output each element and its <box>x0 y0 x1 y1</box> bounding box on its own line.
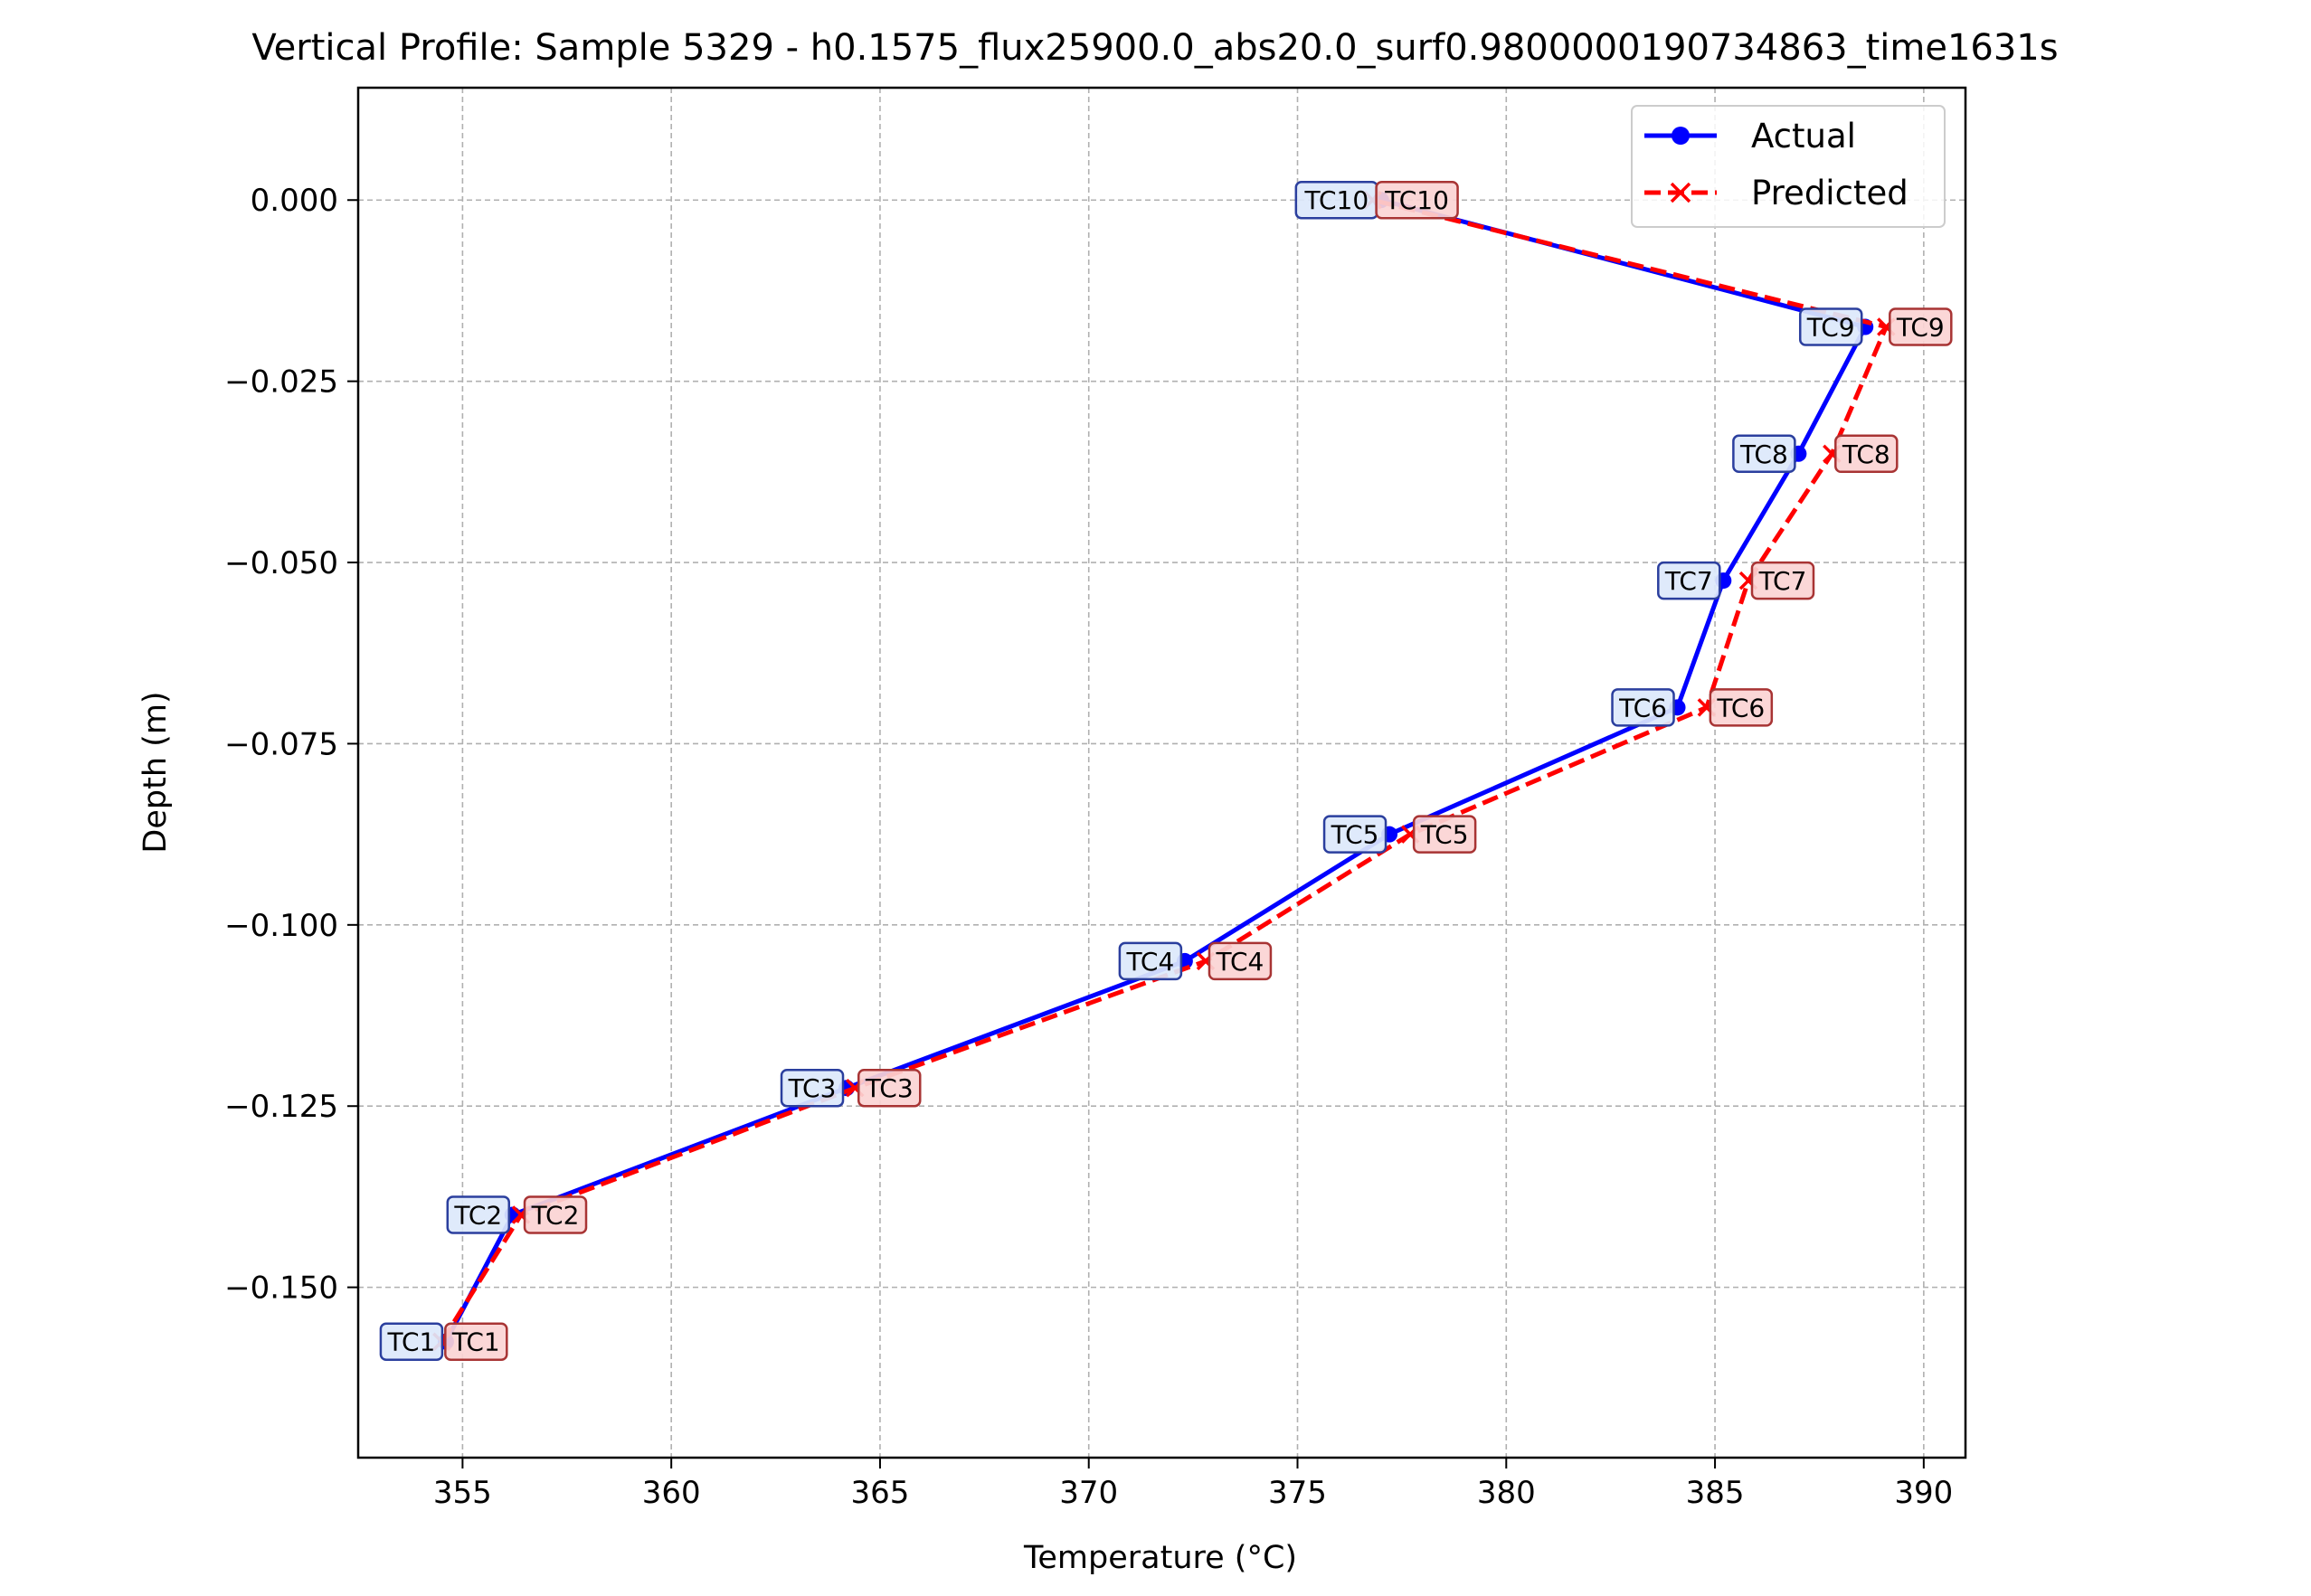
predicted-label-tc9: TC9 <box>1889 307 1953 346</box>
predicted-label-tc10: TC10 <box>1375 180 1459 220</box>
legend-label: Predicted <box>1751 174 1908 212</box>
point-label-box <box>1750 561 1815 600</box>
actual-point-marker <box>1672 127 1690 145</box>
point-label-text: TC5 <box>1331 820 1379 850</box>
predicted-label-tc6: TC6 <box>1709 688 1774 727</box>
point-label-box <box>523 1195 588 1234</box>
x-tick-label: 355 <box>433 1475 492 1511</box>
point-label-box <box>1375 180 1459 220</box>
point-label-text: TC4 <box>1125 947 1174 977</box>
actual-label-tc1: TC1 <box>379 1322 444 1361</box>
point-labels: TC1 TC2 TC3 TC4 TC5 TC6 TC7 TC8 TC9 TC10 TC1 TC2 TC3… <box>379 180 1953 1361</box>
x-tick-label: 380 <box>1477 1475 1536 1511</box>
x-tick-label: 360 <box>642 1475 701 1511</box>
x-tick-label: 370 <box>1059 1475 1118 1511</box>
point-label-box <box>1322 815 1388 854</box>
point-label-box <box>444 1322 508 1361</box>
point-label-text: TC5 <box>1420 820 1469 850</box>
point-label-box <box>1834 434 1899 474</box>
point-label-box <box>446 1195 511 1234</box>
predicted-label-tc1: TC1 <box>444 1322 508 1361</box>
plot-frame <box>356 86 1967 1459</box>
actual-series-line <box>443 197 1868 1343</box>
actual-label-tc4: TC4 <box>1118 941 1183 981</box>
point-label-text: TC7 <box>1664 566 1713 596</box>
y-tick-label: 0.000 <box>251 183 338 219</box>
x-axis-label: Temperature (°C) <box>1023 1540 1297 1576</box>
predicted-label-tc5: TC5 <box>1412 815 1477 854</box>
predicted-label-tc8: TC8 <box>1834 434 1899 474</box>
point-label-text: TC6 <box>1618 693 1667 722</box>
actual-label-tc3: TC3 <box>780 1068 845 1108</box>
predicted-series-line <box>440 197 1889 1344</box>
point-label-text: TC10 <box>1303 185 1369 215</box>
point-label-box <box>1657 561 1721 600</box>
point-label-box <box>379 1322 444 1361</box>
point-label-text: TC2 <box>531 1200 580 1230</box>
point-label-text: TC1 <box>451 1327 500 1357</box>
y-axis-label: Depth (m) <box>137 691 174 853</box>
y-tick-label: −0.125 <box>224 1089 338 1125</box>
actual-label-tc6: TC6 <box>1611 688 1675 727</box>
legend-entry-actual: Actual <box>1644 117 1856 156</box>
actual-label-tc2: TC2 <box>446 1195 511 1234</box>
point-label-text: TC8 <box>1842 439 1890 469</box>
point-label-box <box>1208 941 1273 981</box>
actual-label-tc5: TC5 <box>1322 815 1388 854</box>
point-label-text: TC7 <box>1758 566 1807 596</box>
point-label-box <box>1798 307 1863 346</box>
point-label-box <box>780 1068 845 1108</box>
point-label-box <box>857 1068 922 1108</box>
actual-label-tc9: TC9 <box>1798 307 1863 346</box>
point-label-text: TC9 <box>1896 313 1945 343</box>
legend-entry-predicted: Predicted <box>1644 174 1908 212</box>
chart-title: Vertical Profile: Sample 5329 - h0.1575_… <box>251 27 2058 69</box>
legend-label: Actual <box>1751 117 1856 156</box>
point-label-box <box>1611 688 1675 727</box>
x-tick-label: 375 <box>1268 1475 1327 1511</box>
point-label-box <box>1709 688 1774 727</box>
point-label-text: TC3 <box>865 1073 914 1103</box>
x-tick-label: 390 <box>1894 1475 1953 1511</box>
predicted-label-tc7: TC7 <box>1750 561 1815 600</box>
x-tick-label: 365 <box>850 1475 909 1511</box>
y-tick-label: −0.025 <box>224 364 338 401</box>
y-tick-label: −0.100 <box>224 908 338 944</box>
point-label-text: TC2 <box>453 1200 502 1230</box>
y-tick-label: −0.050 <box>224 545 338 581</box>
y-tick-label: −0.150 <box>224 1270 338 1307</box>
point-label-text: TC3 <box>788 1073 837 1103</box>
y-tick-label: −0.075 <box>224 726 338 762</box>
legend: Actual Predicted <box>1631 105 1946 228</box>
axis-ticks: 355 360 365 370 375 380 385 390 0.000 −0.025 −0.05… <box>224 183 1953 1511</box>
point-label-text: TC1 <box>387 1327 436 1357</box>
actual-label-tc7: TC7 <box>1657 561 1721 600</box>
actual-label-tc10: TC10 <box>1294 180 1379 220</box>
point-label-box <box>1118 941 1183 981</box>
point-label-text: TC4 <box>1216 947 1264 977</box>
point-label-box <box>1889 307 1953 346</box>
predicted-point-marker <box>1670 182 1691 203</box>
point-label-text: TC8 <box>1739 439 1788 469</box>
point-label-text: TC9 <box>1806 313 1855 343</box>
point-label-text: TC6 <box>1716 693 1765 722</box>
plot-area <box>358 88 1965 1458</box>
predicted-label-tc3: TC3 <box>857 1068 922 1108</box>
point-label-box <box>1412 815 1477 854</box>
predicted-label-tc2: TC2 <box>523 1195 588 1234</box>
point-label-box <box>1732 434 1796 474</box>
x-tick-label: 385 <box>1686 1475 1745 1511</box>
point-label-text: TC10 <box>1384 185 1449 215</box>
predicted-label-tc4: TC4 <box>1208 941 1273 981</box>
actual-label-tc8: TC8 <box>1732 434 1796 474</box>
